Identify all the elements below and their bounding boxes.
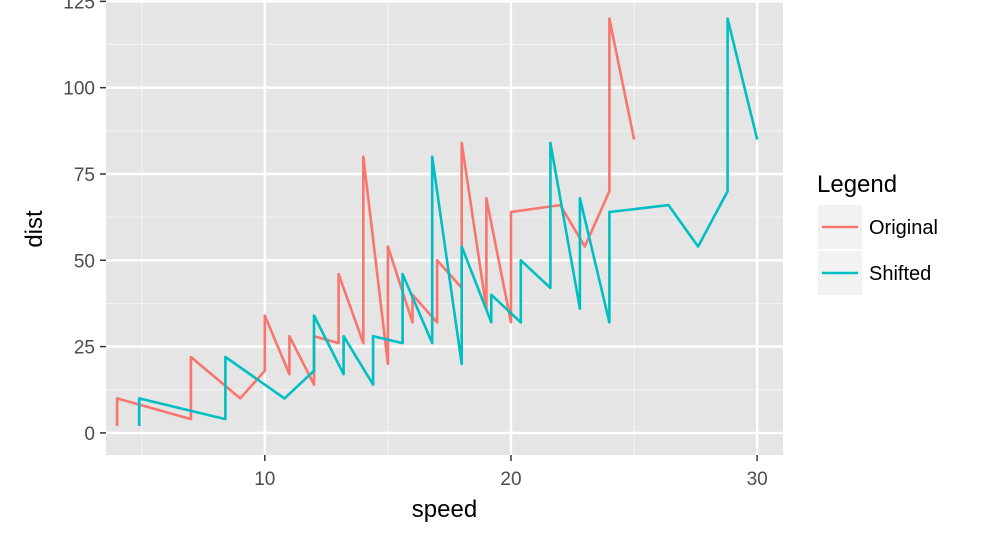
axis-layer: 10 20 30 0 25 50 75 100 125 xyxy=(63,0,767,490)
y-tick-label: 125 xyxy=(63,0,95,13)
legend-items: Original Shifted xyxy=(818,205,938,295)
minor-gridlines xyxy=(106,0,783,455)
x-tick-label: 10 xyxy=(254,469,275,490)
y-tick-label: 100 xyxy=(63,79,95,100)
panel-background xyxy=(106,0,783,455)
x-axis-title: speed xyxy=(412,496,477,523)
legend-label: Original xyxy=(869,217,938,239)
series-layer xyxy=(115,17,759,426)
series-line-shifted xyxy=(137,17,759,426)
x-tick-label: 30 xyxy=(747,469,768,490)
legend: Legend Original Shifted xyxy=(817,171,938,295)
major-gridlines xyxy=(106,0,783,455)
x-tick-label: 20 xyxy=(500,469,521,490)
legend-title: Legend xyxy=(817,171,897,198)
series-line-original xyxy=(115,17,636,426)
legend-item-original: Original xyxy=(818,205,938,249)
legend-label: Shifted xyxy=(869,263,931,285)
legend-item-shifted: Shifted xyxy=(818,251,931,295)
y-axis-title: dist xyxy=(21,210,48,248)
y-tick-label: 75 xyxy=(74,165,95,186)
y-tick-label: 25 xyxy=(74,338,95,359)
y-tick-label: 50 xyxy=(74,251,95,272)
y-tick-label: 0 xyxy=(84,424,95,445)
